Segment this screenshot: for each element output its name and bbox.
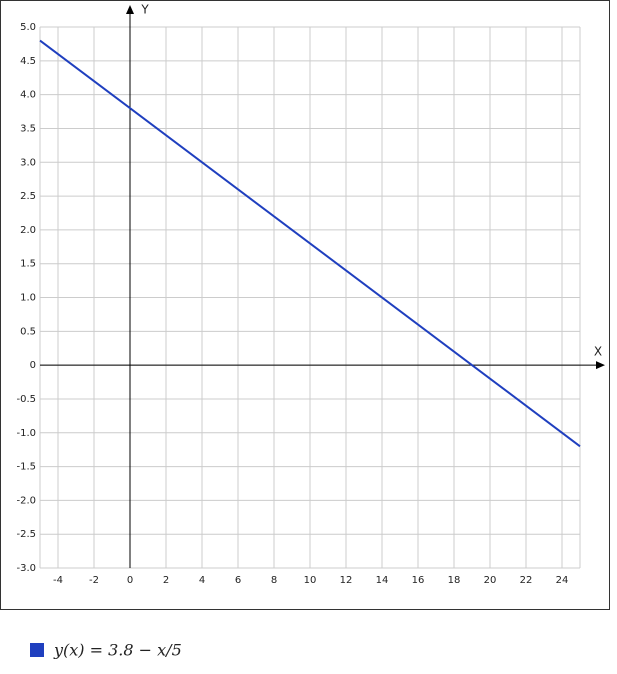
y-tick-label: 0.5 xyxy=(20,326,36,337)
y-tick-label: 4.5 xyxy=(20,56,36,67)
x-tick-label: 18 xyxy=(448,575,461,586)
y-tick-label: -1.0 xyxy=(16,428,36,439)
y-tick-label: -1.5 xyxy=(16,462,36,473)
x-axis-arrow xyxy=(596,361,605,370)
y-tick-label: -3.0 xyxy=(16,563,36,574)
x-axis-label: X xyxy=(594,345,602,359)
x-tick-label: 10 xyxy=(304,575,317,586)
y-tick-label: -0.5 xyxy=(16,394,36,405)
y-tick-label: 3.0 xyxy=(20,157,36,168)
y-tick-label: 1.5 xyxy=(20,259,36,270)
x-tick-label: 6 xyxy=(235,575,241,586)
line-series xyxy=(39,39,581,448)
y-tick-label: -2.0 xyxy=(16,495,36,506)
y-tick-label: 2.5 xyxy=(20,191,36,202)
x-tick-label: 12 xyxy=(340,575,353,586)
y-tick-label: 4.0 xyxy=(20,90,36,101)
x-tick-label: 20 xyxy=(484,575,497,586)
legend-swatch xyxy=(30,643,44,657)
x-tick-label: 4 xyxy=(199,575,205,586)
y-tick-label: -2.5 xyxy=(16,529,36,540)
y-axis-arrow xyxy=(126,5,134,14)
legend-label: y(x) = 3.8 − x/5 xyxy=(53,641,182,660)
x-tick-label: 14 xyxy=(376,575,389,586)
plot-frame xyxy=(0,0,610,610)
y-tick-label: 2.0 xyxy=(20,225,36,236)
y-tick-label: 5.0 xyxy=(20,22,36,33)
x-tick-label: -4 xyxy=(53,575,63,586)
x-tick-label: 24 xyxy=(556,575,569,586)
x-tick-label: 8 xyxy=(271,575,277,586)
y-tick-label: 0 xyxy=(30,360,36,371)
x-tick-label: 2 xyxy=(163,575,169,586)
x-tick-label: 0 xyxy=(127,575,133,586)
y-axis-label: Y xyxy=(140,3,149,17)
y-tick-label: 1.0 xyxy=(20,293,36,304)
x-tick-label: -2 xyxy=(89,575,99,586)
x-tick-label: 22 xyxy=(520,575,533,586)
x-tick-label: 16 xyxy=(412,575,425,586)
y-tick-label: 3.5 xyxy=(20,123,36,134)
